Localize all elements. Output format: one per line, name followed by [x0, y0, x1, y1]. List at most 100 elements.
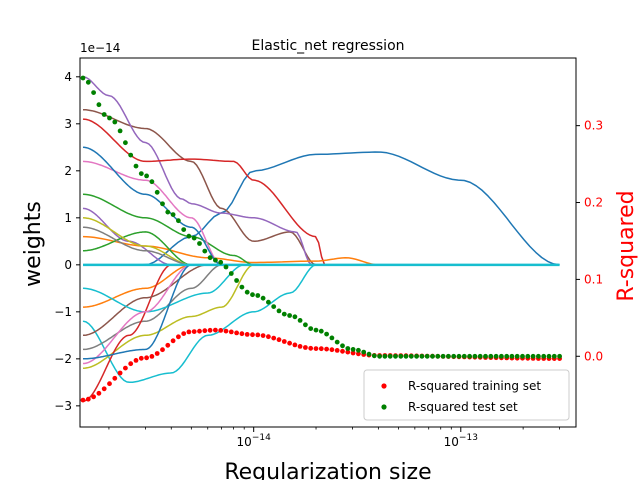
series-1-point-33: [250, 332, 255, 338]
series-1-point-15: [154, 351, 160, 356]
series-2-point-89: [546, 353, 552, 359]
series-1-point-53: [356, 351, 361, 357]
series-2-point-31: [239, 284, 245, 290]
series-1-point-22: [191, 329, 197, 334]
y-tick-label: 3: [64, 117, 72, 131]
weight-path-12: [83, 264, 192, 308]
weight-path-17: [83, 231, 192, 266]
x-axis-label: Regularization size: [224, 460, 431, 480]
series-2-point-18: [170, 212, 176, 218]
series-1-point-50: [340, 348, 345, 354]
series-2-point-38: [276, 308, 282, 314]
series-2-point-45: [313, 327, 319, 333]
series-2-point-77: [483, 353, 488, 359]
y2-axis-label: R-squared: [614, 190, 639, 301]
series-2-point-55: [366, 351, 372, 357]
series-1-point-20: [181, 331, 187, 336]
legend-marker-1: [381, 383, 387, 389]
series-2-point-68: [435, 353, 441, 359]
series-2-point-57: [377, 353, 382, 359]
weight-path-7: [82, 264, 254, 369]
y-tick-label: −2: [54, 352, 72, 366]
series-1-point-30: [234, 330, 240, 336]
series-2-point-71: [451, 353, 457, 359]
series-2-point-4: [96, 102, 102, 108]
series-1-point-1: [80, 397, 86, 403]
weight-path-20: [83, 264, 192, 360]
series-2-point-48: [329, 335, 335, 341]
weight-path-15: [83, 264, 208, 337]
weight-path-18: [82, 217, 192, 266]
series-2-point-63: [408, 353, 414, 359]
series-2-point-36: [266, 299, 271, 305]
x-tick-label: 10−13: [444, 433, 478, 449]
series-2-point-51: [345, 346, 351, 351]
y-tick-label: 4: [64, 70, 72, 84]
plot-layer: −3 −2 −1 0 1 2 3 4 0.0 0.1 0.2 0.3 10−14 10−13: [54, 57, 603, 449]
y-tick-label: 0: [64, 258, 72, 272]
series-1-point-26: [213, 327, 218, 333]
plot-frame: [79, 57, 577, 428]
series-2-point-11: [133, 163, 139, 169]
series-2-point-12: [138, 171, 144, 177]
legend: R-squared training set R-squared test set: [363, 369, 570, 421]
weight-path-16: [82, 264, 245, 313]
series-2-point-80: [499, 353, 504, 359]
series-1-point-51: [345, 349, 351, 355]
weight-path-13: [82, 264, 172, 402]
series-1-point-19: [176, 334, 181, 340]
y2-tick-label: 0.1: [584, 272, 603, 286]
legend-box: [363, 369, 570, 421]
series-2-point-1: [80, 75, 86, 81]
weight-path-4: [82, 118, 326, 266]
series-1-point-40: [287, 340, 292, 346]
weight-path-19: [83, 264, 192, 365]
series-1-point-2: [85, 396, 91, 402]
series-2-point-2: [85, 79, 91, 85]
series-1-point-48: [329, 347, 335, 353]
y2-tick-label: 0.2: [584, 196, 603, 210]
series-2-point-21: [186, 233, 192, 239]
series-2-point-27: [218, 259, 224, 265]
series-1-point-25: [207, 327, 213, 333]
series-2-point-75: [472, 353, 478, 359]
series-1-point-24: [202, 328, 208, 334]
weight-path-11: [82, 146, 222, 266]
series-1-point-10: [128, 361, 134, 367]
series-2-point-54: [361, 349, 367, 355]
weight-path-21: [82, 226, 192, 266]
series-2-point-90: [551, 353, 557, 359]
series-1-point-43: [303, 345, 308, 350]
series-2-point-28: [223, 264, 229, 270]
series-2-point-41: [292, 314, 298, 320]
series-2-point-88: [541, 353, 547, 359]
series-1-point-14: [149, 354, 155, 359]
series-2-point-52: [350, 347, 356, 352]
series-2-point-25: [207, 255, 213, 261]
series-1-point-46: [318, 346, 324, 352]
series-2-point-60: [393, 353, 398, 359]
series-2-point-74: [467, 353, 472, 359]
series-2-point-9: [123, 140, 128, 146]
series-2-point-81: [504, 353, 510, 359]
series-2-point-19: [176, 218, 181, 224]
series-2-point-59: [387, 353, 393, 359]
series-1-point-32: [244, 332, 250, 337]
y2-tick-label: 0.3: [584, 119, 603, 133]
series-2-point-58: [382, 353, 388, 359]
series-1-point-27: [218, 328, 224, 333]
weight-path-2: [82, 108, 317, 266]
weight-path-8: [82, 193, 254, 266]
legend-marker-2: [381, 404, 387, 410]
series-2-point-35: [260, 295, 266, 301]
series-2-point-78: [488, 353, 494, 359]
series-2-point-16: [160, 201, 165, 207]
series-2-point-39: [281, 311, 287, 317]
series-1-point-11: [133, 358, 139, 363]
series-2-point-76: [477, 353, 483, 359]
series-1-point-29: [228, 329, 234, 335]
series-2-point-13: [144, 173, 150, 179]
series-2-point-64: [414, 353, 419, 359]
series-2-point-72: [456, 353, 462, 359]
